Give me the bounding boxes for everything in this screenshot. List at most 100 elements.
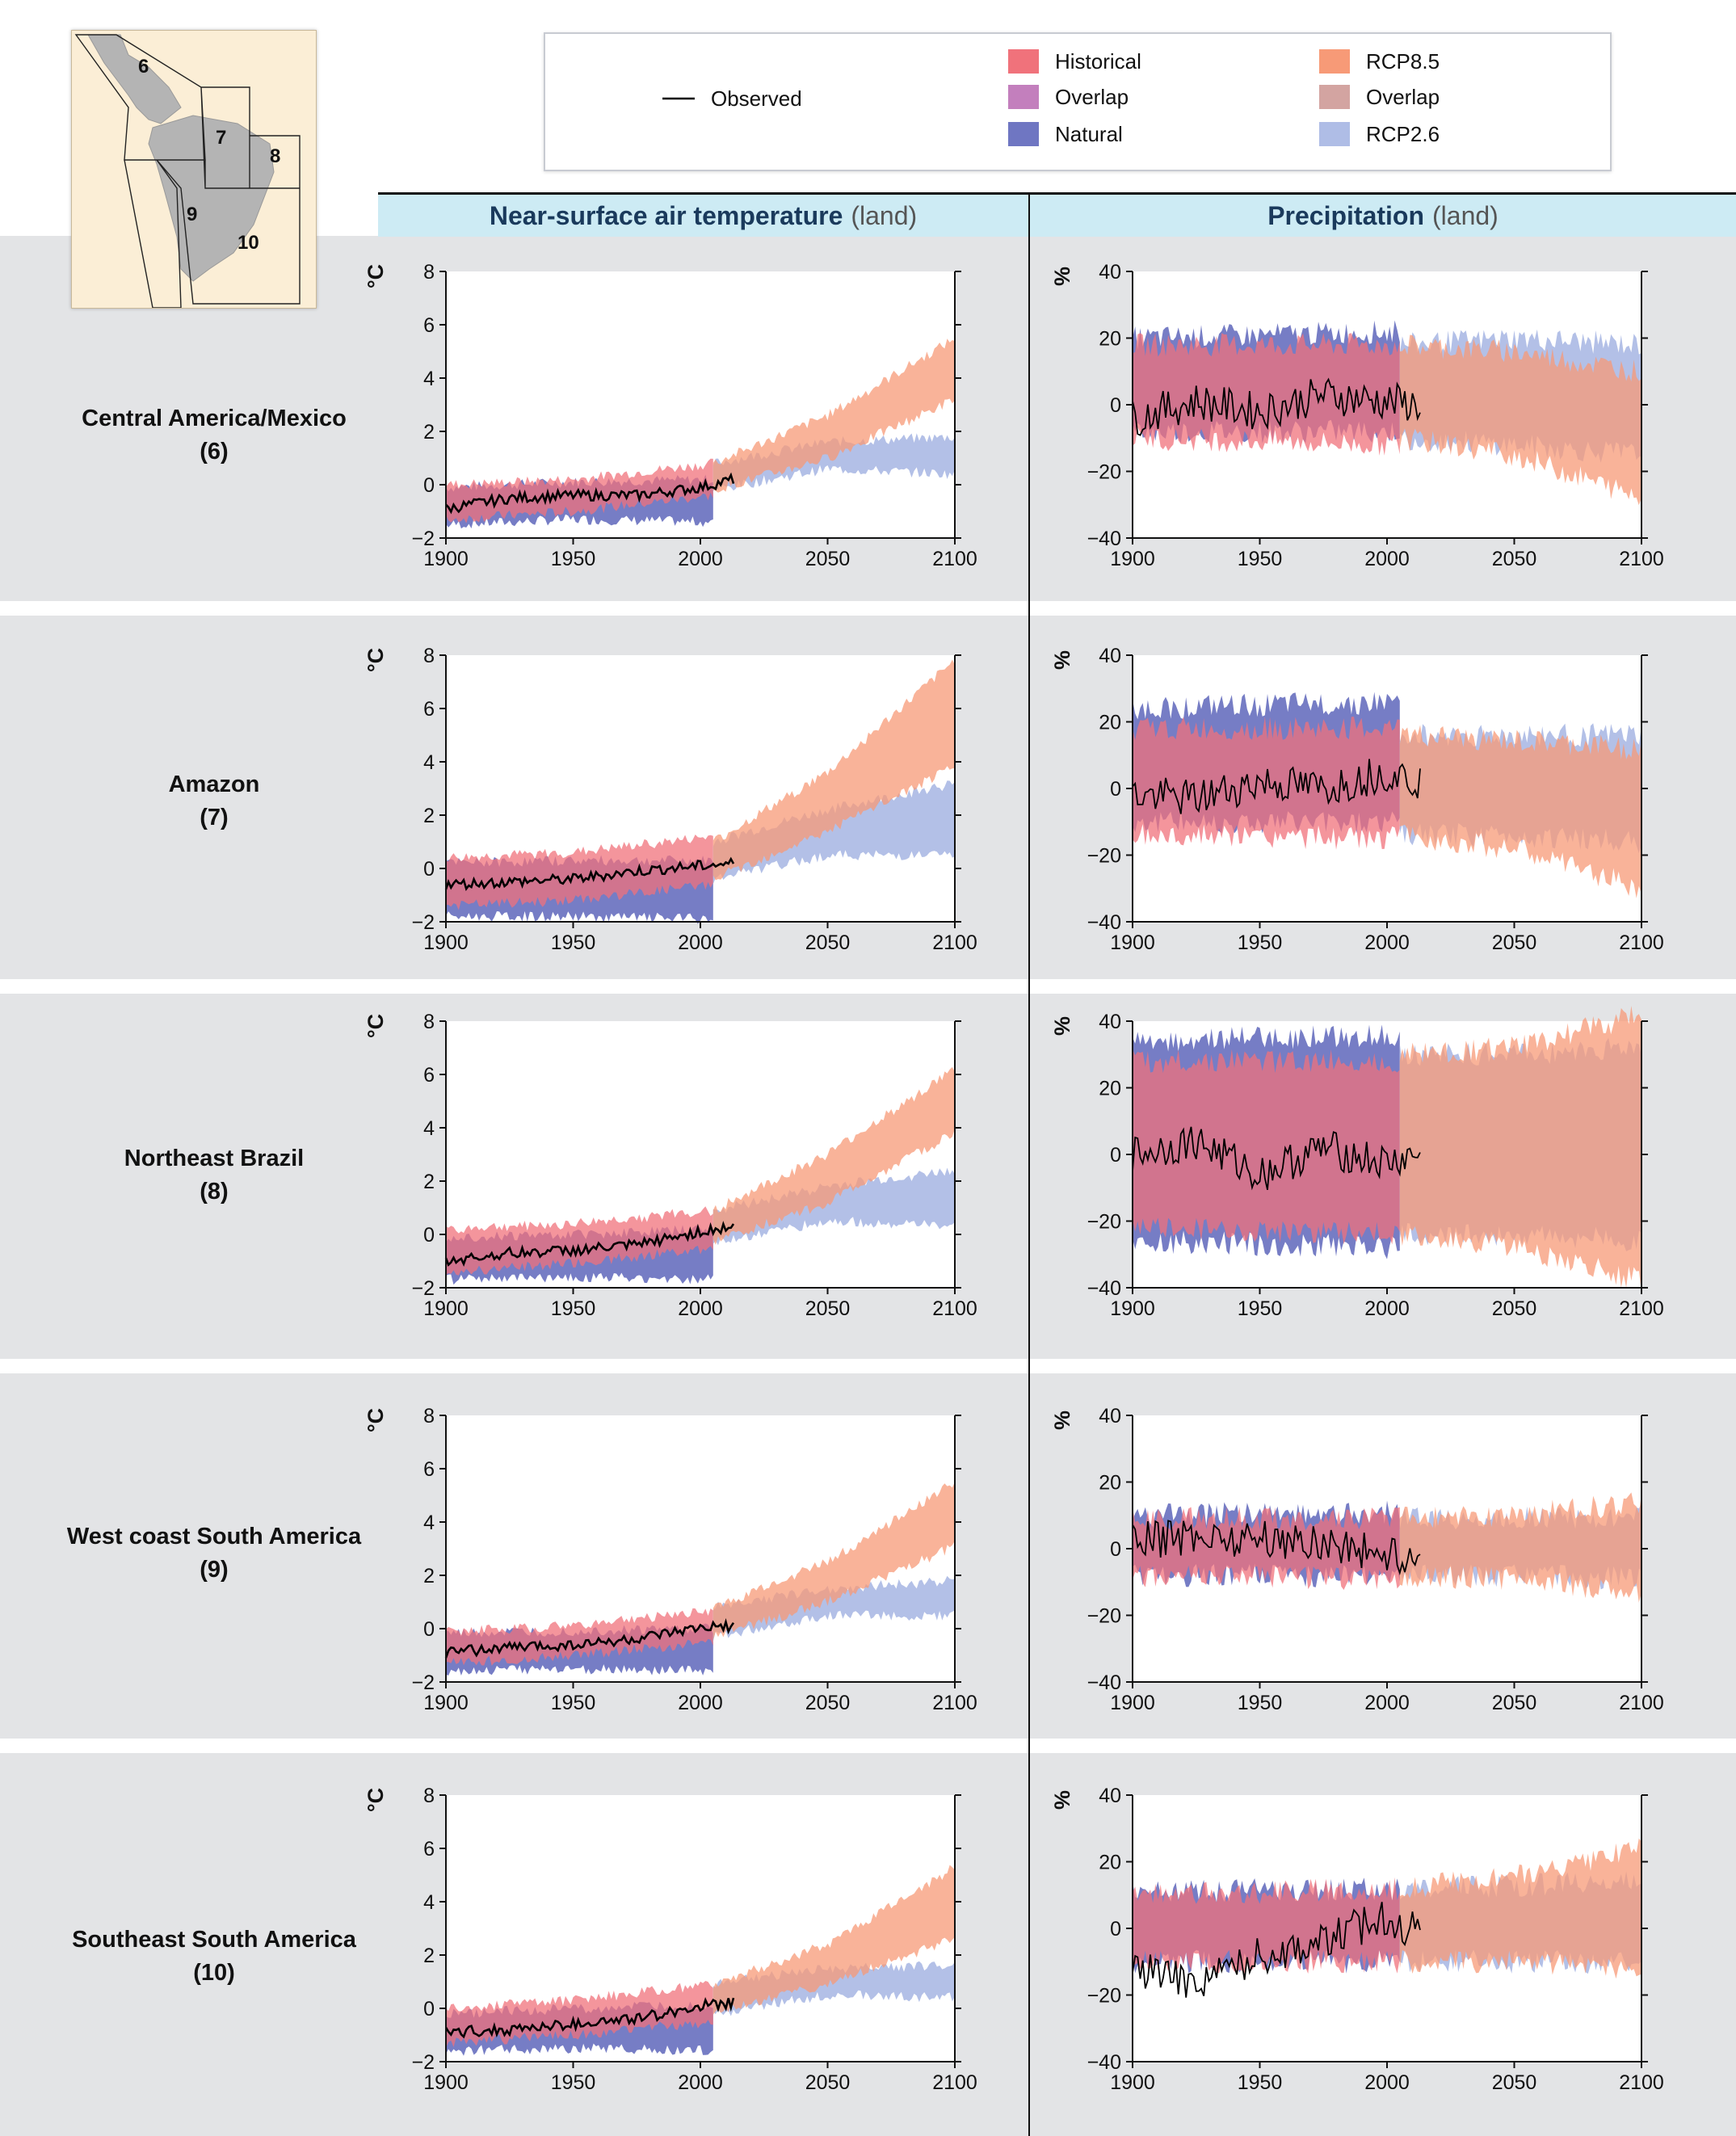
y-unit-label: % <box>1050 1016 1074 1036</box>
rcp85-band <box>712 1865 955 2015</box>
x-tick-label: 1950 <box>551 548 596 570</box>
y-tick-label: −40 <box>1087 528 1121 550</box>
y-tick-label: −2 <box>411 1277 435 1300</box>
y-tick-label: 40 <box>1099 1011 1121 1033</box>
x-tick-label: 1950 <box>1238 1692 1283 1714</box>
legend-item-rcp26: RCP2.6 <box>1319 120 1440 149</box>
region-number: (6) <box>200 439 229 465</box>
map-region-8: 8 <box>270 145 280 167</box>
observed-line <box>444 1997 735 2039</box>
region-name: Amazon <box>168 772 260 797</box>
legend-label: Observed <box>711 86 802 111</box>
y-tick-label: −40 <box>1087 2051 1121 2074</box>
rcp26-band <box>712 1167 955 1246</box>
x-tick-label: 2100 <box>1619 2071 1664 2094</box>
y-tick-label: 4 <box>423 1117 435 1140</box>
x-tick-label: 1900 <box>1110 2071 1155 2094</box>
map-region-10: 10 <box>237 232 259 254</box>
x-tick-label: 2100 <box>932 2071 977 2094</box>
y-tick-label: 20 <box>1099 1852 1121 1874</box>
x-tick-label: 2100 <box>1619 1692 1664 1714</box>
x-tick-label: 1900 <box>423 1692 469 1714</box>
y-unit-label: % <box>1050 1411 1074 1430</box>
temperature-column-header: Near-surface air temperature (land) <box>378 192 1028 237</box>
overlap-rcp-swatch <box>1319 85 1350 109</box>
rcp85-swatch <box>1319 49 1350 74</box>
region-name: Southeast South America <box>72 1927 356 1953</box>
region-name: Central America/Mexico <box>82 406 347 431</box>
y-tick-label: 0 <box>1110 1538 1121 1561</box>
y-unit-label: % <box>1050 650 1074 670</box>
map-region-9: 9 <box>187 204 197 225</box>
natural-swatch <box>1008 122 1039 146</box>
y-tick-label: 4 <box>423 1891 435 1914</box>
x-tick-label: 2050 <box>1492 2071 1537 2094</box>
y-tick-label: 40 <box>1099 645 1121 667</box>
map-region-7: 7 <box>216 127 226 149</box>
map-region-6: 6 <box>138 56 149 78</box>
x-tick-label: 2100 <box>932 1692 977 1714</box>
x-tick-label: 1900 <box>1110 1297 1155 1320</box>
legend-item-overlap-rcp: Overlap <box>1319 82 1440 111</box>
x-tick-label: 1900 <box>1110 1692 1155 1714</box>
historical-band <box>446 1206 713 1276</box>
observed-line-swatch <box>662 97 695 100</box>
panel-temperature-6: −2 0 2 4 6 8 1900 1950 2000 2050 2100 °C <box>364 261 977 570</box>
rcp85-band <box>712 1482 955 1640</box>
y-tick-label: 0 <box>1110 1918 1121 1940</box>
rcp26-band <box>712 780 955 885</box>
column-divider <box>1028 192 1030 2136</box>
x-tick-label: 2100 <box>932 931 977 954</box>
y-tick-label: 4 <box>423 1512 435 1534</box>
x-tick-label: 1950 <box>551 2071 596 2094</box>
rcp85-band <box>1399 334 1641 506</box>
observed-line <box>1132 1902 1421 1998</box>
y-tick-label: 20 <box>1099 1078 1121 1100</box>
y-tick-label: −20 <box>1087 1211 1121 1234</box>
observed-line <box>1132 377 1421 436</box>
x-tick-label: 2000 <box>1364 931 1410 954</box>
x-tick-label: 2050 <box>1492 1692 1537 1714</box>
historical-swatch <box>1008 49 1039 74</box>
precipitation-column-title: Precipitation <box>1267 200 1424 230</box>
rcp26-swatch <box>1319 122 1350 146</box>
y-tick-label: 6 <box>423 698 435 721</box>
historical-band <box>1133 1507 1400 1590</box>
x-tick-label: 1950 <box>1238 1297 1283 1320</box>
panel-precipitation-8: −40 −20 0 20 40 1900 1950 2000 2050 2100% <box>1050 1006 1664 1320</box>
legend-item-rcp85: RCP8.5 <box>1319 47 1440 76</box>
historical-band <box>1133 1049 1400 1245</box>
row-label-northeast-brazil: Northeast Brazil (8) <box>0 1142 428 1209</box>
panel-precipitation-7: −40 −20 0 20 40 1900 1950 2000 2050 2100% <box>1050 645 1664 954</box>
x-tick-label: 2050 <box>805 548 851 570</box>
historical-band <box>446 1608 713 1666</box>
legend-item-overlap-historical: Overlap <box>1008 82 1129 111</box>
historical-band <box>1133 333 1400 456</box>
x-tick-label: 2100 <box>1619 931 1664 954</box>
y-tick-label: 8 <box>423 1405 435 1428</box>
legend-label: Natural <box>1055 121 1123 146</box>
x-tick-label: 2100 <box>932 548 977 570</box>
y-tick-label: −20 <box>1087 1985 1121 2008</box>
x-tick-label: 2000 <box>1364 2071 1410 2094</box>
y-tick-label: −40 <box>1087 911 1121 934</box>
region-number: (10) <box>193 1960 235 1986</box>
legend-label: RCP8.5 <box>1366 48 1440 74</box>
overlap-swatch <box>1008 85 1039 109</box>
y-tick-label: 40 <box>1099 1785 1121 1807</box>
x-tick-label: 1950 <box>551 1692 596 1714</box>
panel-temperature-8: −2 0 2 4 6 8 1900 1950 2000 2050 2100 °C <box>364 1011 977 1320</box>
historical-band <box>446 1981 713 2048</box>
x-tick-label: 1900 <box>423 2071 469 2094</box>
panel-temperature-9: −2 0 2 4 6 8 1900 1950 2000 2050 2100 °C <box>364 1405 977 1714</box>
x-tick-label: 1950 <box>551 1297 596 1320</box>
x-tick-label: 2000 <box>678 2071 723 2094</box>
x-tick-label: 1900 <box>423 1297 469 1320</box>
x-tick-label: 2100 <box>1619 1297 1664 1320</box>
panel-temperature-7: −2 0 2 4 6 8 1900 1950 2000 2050 2100 °C <box>364 645 977 954</box>
y-tick-label: −20 <box>1087 461 1121 484</box>
y-tick-label: 0 <box>423 1618 435 1641</box>
x-tick-label: 2000 <box>678 1297 723 1320</box>
observed-line <box>444 1221 735 1268</box>
rcp85-band <box>1399 725 1641 898</box>
